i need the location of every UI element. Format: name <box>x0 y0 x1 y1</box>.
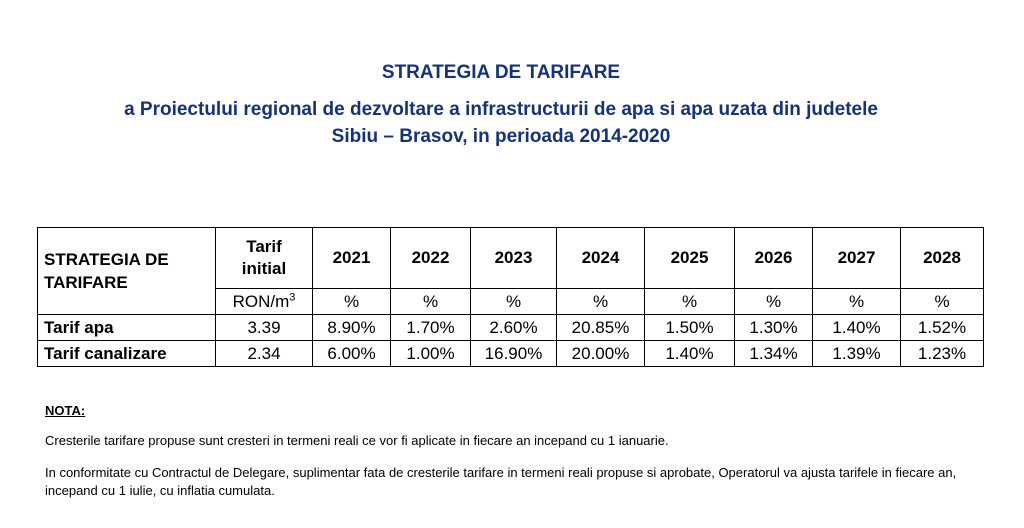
header-initial-line-2: initial <box>241 259 287 278</box>
value-cell: 6.00% <box>312 340 391 367</box>
unit-year-cell: % <box>556 288 645 315</box>
header-title-line-2: TARIFARE <box>44 273 128 292</box>
table-unit-row: RON/m3 % % % % % % % % <box>38 288 984 315</box>
header-initial-cell: Tarif initial <box>215 227 313 289</box>
header-year-cell: 2025 <box>644 227 735 289</box>
unit-initial-superscript: 3 <box>289 290 296 303</box>
header-year-cell: 2023 <box>470 227 557 289</box>
unit-year-cell: % <box>644 288 735 315</box>
value-cell: 1.40% <box>644 340 735 367</box>
value-cell: 1.23% <box>900 340 984 367</box>
unit-initial-text: RON/m <box>232 291 290 311</box>
header-year-cell: 2022 <box>390 227 471 289</box>
value-cell: 20.00% <box>556 340 645 367</box>
nota-heading: NOTA: <box>45 403 86 418</box>
row-label-tarif-canalizare: Tarif canalizare <box>37 340 216 367</box>
nota-paragraph-2: In conformitate cu Contractul de Delegar… <box>45 465 957 498</box>
value-cell: 1.50% <box>644 314 735 341</box>
unit-year-cell: % <box>900 288 984 315</box>
table-row: Tarif canalizare 2.34 6.00% 1.00% 16.90%… <box>37 340 984 367</box>
header-year-cell: 2024 <box>556 227 645 289</box>
value-cell: 1.34% <box>734 340 813 367</box>
subtitle-line-2: Sibiu – Brasov, in perioada 2014-2020 <box>331 126 671 147</box>
nota-paragraph-1: Cresterile tarifare propuse sunt crester… <box>45 433 669 448</box>
tariff-table: STRATEGIA DE TARIFARE Tarif initial 2021… <box>37 227 984 367</box>
value-cell: 2.60% <box>470 314 557 341</box>
header-initial-line-1: Tarif <box>246 237 282 256</box>
unit-year-cell: % <box>734 288 813 315</box>
table-row: Tarif apa 3.39 8.90% 1.70% 2.60% 20.85% … <box>37 314 984 341</box>
table-header-row: STRATEGIA DE TARIFARE Tarif initial 2021… <box>37 227 984 315</box>
document-subtitle: a Proiectului regional de dezvoltare a i… <box>0 96 1002 150</box>
unit-initial-cell: RON/m3 <box>215 288 313 315</box>
value-cell: 1.00% <box>390 340 471 367</box>
document-title: STRATEGIA DE TARIFARE <box>381 62 621 83</box>
unit-year-cell: % <box>470 288 557 315</box>
unit-year-cell: % <box>390 288 471 315</box>
header-title-cell: STRATEGIA DE TARIFARE <box>37 227 216 315</box>
header-year-cell: 2027 <box>812 227 901 289</box>
value-cell: 1.52% <box>900 314 984 341</box>
value-cell: 1.40% <box>812 314 901 341</box>
header-year-cell: 2028 <box>900 227 984 289</box>
header-year-cell: 2021 <box>312 227 391 289</box>
value-cell: 1.30% <box>734 314 813 341</box>
row-label-tarif-apa: Tarif apa <box>37 314 216 341</box>
value-cell: 8.90% <box>312 314 391 341</box>
initial-value-cell: 2.34 <box>215 340 313 367</box>
value-cell: 16.90% <box>470 340 557 367</box>
unit-year-cell: % <box>312 288 391 315</box>
value-cell: 20.85% <box>556 314 645 341</box>
subtitle-line-1: a Proiectului regional de dezvoltare a i… <box>124 99 878 120</box>
value-cell: 1.39% <box>812 340 901 367</box>
value-cell: 1.70% <box>390 314 471 341</box>
header-title-line-1: STRATEGIA DE <box>44 250 169 269</box>
initial-value-cell: 3.39 <box>215 314 313 341</box>
unit-year-cell: % <box>812 288 901 315</box>
header-year-cell: 2026 <box>734 227 813 289</box>
